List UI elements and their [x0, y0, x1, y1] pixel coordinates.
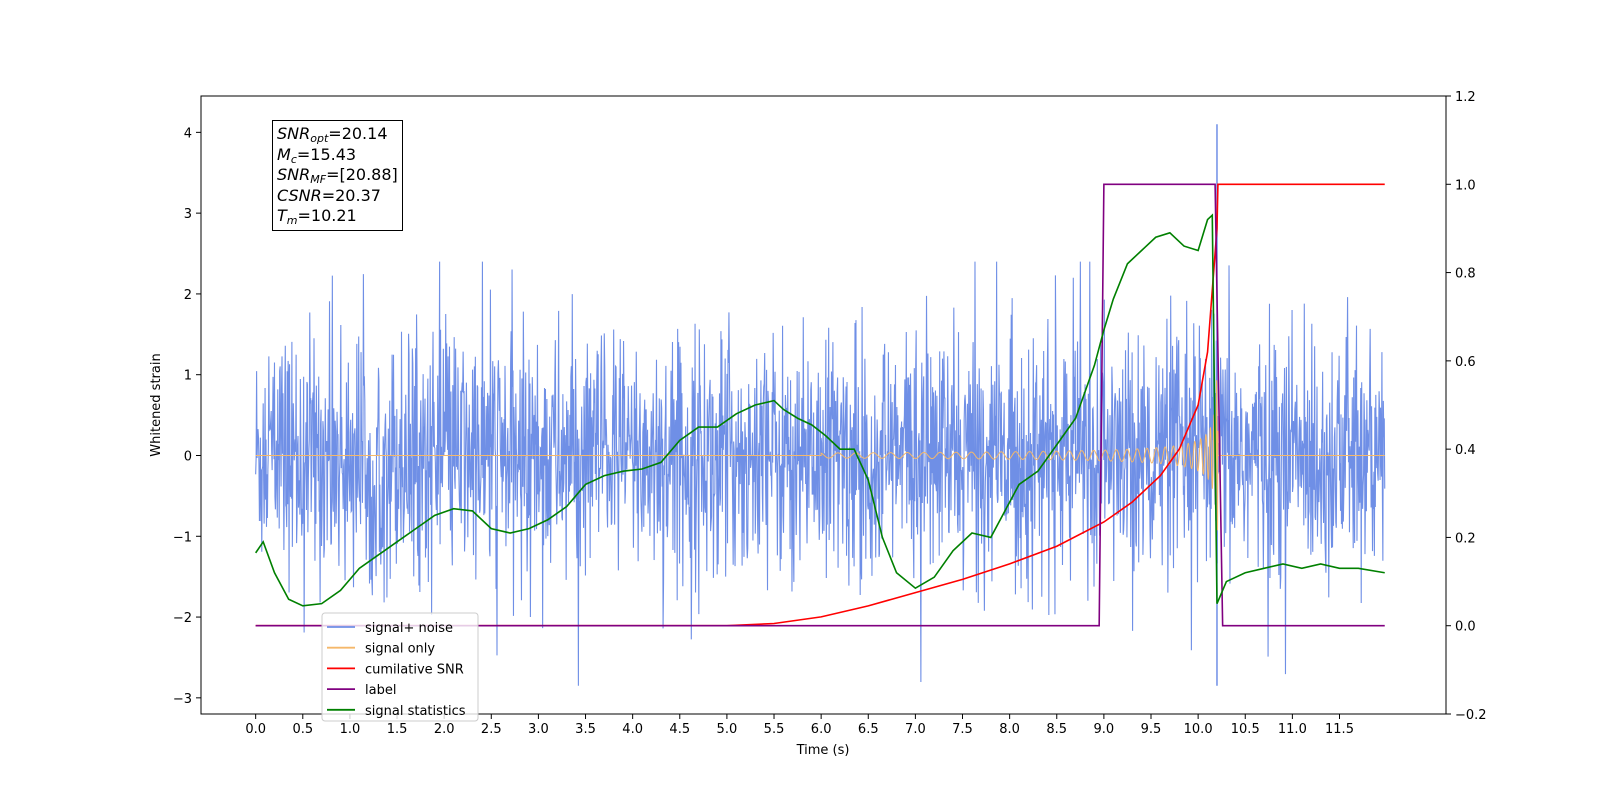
legend-entry: signal statistics: [365, 704, 466, 719]
x-tick-label: 11.0: [1278, 722, 1307, 737]
x-tick-label: 1.5: [387, 722, 408, 737]
right-axis-series: [254, 183, 1385, 627]
y2-axis-ticks: 1.2 1.0 0.8 0.6 0.4 0.2 0.0 −0.2: [1446, 90, 1487, 723]
legend-entry: label: [365, 683, 396, 698]
x-axis-label: Time (s): [796, 743, 850, 758]
x-tick-label: 5.5: [764, 722, 785, 737]
x-tick-label: 9.0: [1094, 722, 1115, 737]
legend-entry: signal only: [365, 642, 435, 657]
y-tick-label: −1: [173, 530, 192, 545]
x-tick-label: 4.0: [622, 722, 643, 737]
chirp-mass-line: Mc=15.43: [277, 144, 357, 166]
x-tick-label: 6.0: [811, 722, 832, 737]
x-tick-label: 9.5: [1141, 722, 1162, 737]
y-tick-label: −3: [173, 692, 192, 707]
x-tick-label: 10.5: [1231, 722, 1260, 737]
legend-frame: [321, 612, 479, 722]
y2-tick-label: 0.4: [1455, 443, 1476, 458]
stats-annotation-box: SNRopt=20.14 Mc=15.43 SNRMF=[20.88] CSNR…: [272, 120, 403, 231]
y2-tick-label: −0.2: [1455, 708, 1487, 723]
y-axis-ticks: 4 3 2 1 0 −1 −2 −3: [173, 126, 201, 707]
snr-mf-line: SNRMF=[20.88]: [277, 165, 398, 186]
y2-tick-label: 0.0: [1455, 620, 1476, 635]
x-tick-label: 0.5: [292, 722, 313, 737]
x-tick-label: 8.0: [999, 722, 1020, 737]
x-tick-label: 10.0: [1184, 722, 1213, 737]
x-tick-label: 2.5: [481, 722, 502, 737]
legend-entry: cumilative SNR: [365, 662, 464, 677]
x-tick-label: 4.5: [669, 722, 690, 737]
x-tick-label: 3.0: [528, 722, 549, 737]
legend: signal+ noise signal only cumilative SNR la…: [321, 612, 479, 722]
plot-frame: [200, 95, 1447, 715]
signal-only-series: [255, 380, 1385, 531]
snr-opt-line: SNRopt=20.14: [277, 124, 388, 145]
x-tick-label: 0.0: [245, 722, 266, 737]
y-tick-label: 1: [184, 369, 192, 384]
x-tick-label: 7.0: [905, 722, 926, 737]
y2-tick-label: 0.6: [1455, 355, 1476, 370]
x-tick-label: 3.5: [575, 722, 596, 737]
y-tick-label: 0: [184, 449, 192, 464]
x-tick-label: 2.0: [434, 722, 455, 737]
csnr-line: CSNR=20.37: [277, 185, 381, 205]
signal-statistics-line: [254, 213, 1385, 607]
y2-tick-label: 0.8: [1455, 267, 1476, 282]
y-tick-label: 4: [184, 126, 192, 141]
y-tick-label: 2: [184, 288, 192, 303]
y-tick-label: 3: [184, 207, 192, 222]
y2-tick-label: 1.0: [1455, 178, 1476, 193]
x-tick-label: 5.0: [717, 722, 738, 737]
signal-only-line: [255, 380, 1385, 531]
y-tick-label: −2: [173, 611, 192, 626]
x-tick-label: 6.5: [858, 722, 879, 737]
legend-entry: signal+ noise: [365, 621, 453, 636]
x-tick-label: 11.5: [1325, 722, 1354, 737]
x-tick-label: 7.5: [952, 722, 973, 737]
y2-tick-label: 1.2: [1455, 90, 1476, 105]
x-axis-ticks: 0.0 0.5 1.0 1.5 2.0 2.5 3.0 3.5 4.0 4.5 5.0 5.5 6.0 6…: [245, 714, 1354, 737]
x-tick-label: 1.0: [340, 722, 361, 737]
y-axis-label: Whitened strain: [149, 353, 164, 456]
label-line: [255, 183, 1385, 627]
cumulative-snr-line: [255, 183, 1385, 627]
x-tick-label: 8.5: [1046, 722, 1067, 737]
merger-time-line: Tm=10.21: [277, 206, 357, 227]
y2-tick-label: 0.2: [1455, 531, 1476, 546]
